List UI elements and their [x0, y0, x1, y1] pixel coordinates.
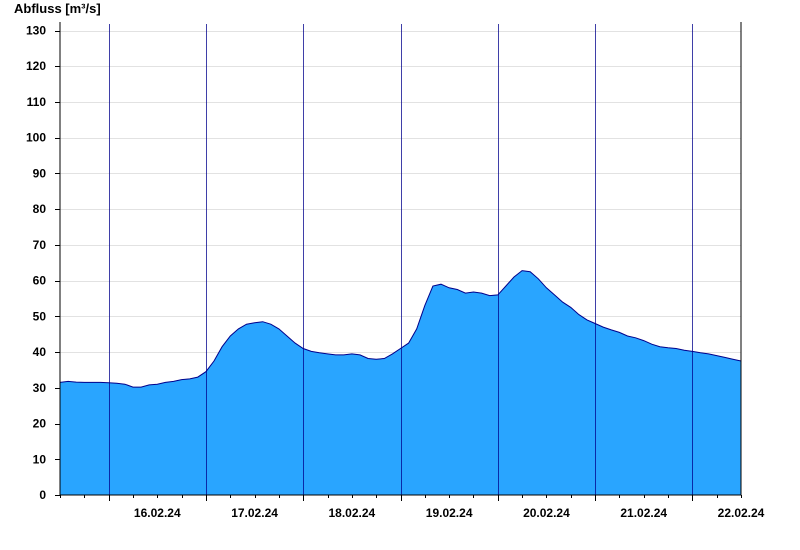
day-separator-lines — [109, 24, 693, 495]
y-tick-label-20: 20 — [33, 417, 47, 431]
x-tick-label-3: 19.02.24 — [426, 506, 473, 520]
y-axis-title: Abfluss [m³/s] — [14, 1, 101, 16]
x-tick-label-0: 16.02.24 — [134, 506, 181, 520]
y-tick-label-40: 40 — [33, 345, 47, 359]
y-tick-label-110: 110 — [27, 95, 47, 109]
y-ticks: 0 10 20 30 40 50 60 70 80 90 100 110 120 130 — [26, 24, 60, 502]
x-ticks: 16.02.24 17.02.24 18.02.24 19.02.24 20.02.24… — [60, 495, 765, 520]
y-tick-label-10: 10 — [33, 452, 47, 466]
y-tick-label-120: 120 — [26, 59, 46, 73]
x-tick-label-5: 21.02.24 — [620, 506, 667, 520]
y-tick-label-60: 60 — [33, 274, 47, 288]
x-tick-label-4: 20.02.24 — [523, 506, 570, 520]
x-tick-label-2: 18.02.24 — [328, 506, 375, 520]
discharge-area — [60, 270, 741, 495]
discharge-line — [59, 270, 742, 388]
y-tick-label-100: 100 — [26, 131, 46, 145]
y-tick-label-0: 0 — [39, 488, 46, 502]
y-tick-label-30: 30 — [33, 381, 47, 395]
y-tick-label-130: 130 — [26, 24, 46, 38]
y-tick-label-90: 90 — [33, 166, 47, 180]
y-tick-label-80: 80 — [33, 202, 47, 216]
y-tick-label-70: 70 — [33, 238, 47, 252]
x-tick-label-1: 17.02.24 — [231, 506, 278, 520]
x-tick-label-6: 22.02.24 — [718, 506, 765, 520]
y-tick-label-50: 50 — [33, 309, 47, 323]
